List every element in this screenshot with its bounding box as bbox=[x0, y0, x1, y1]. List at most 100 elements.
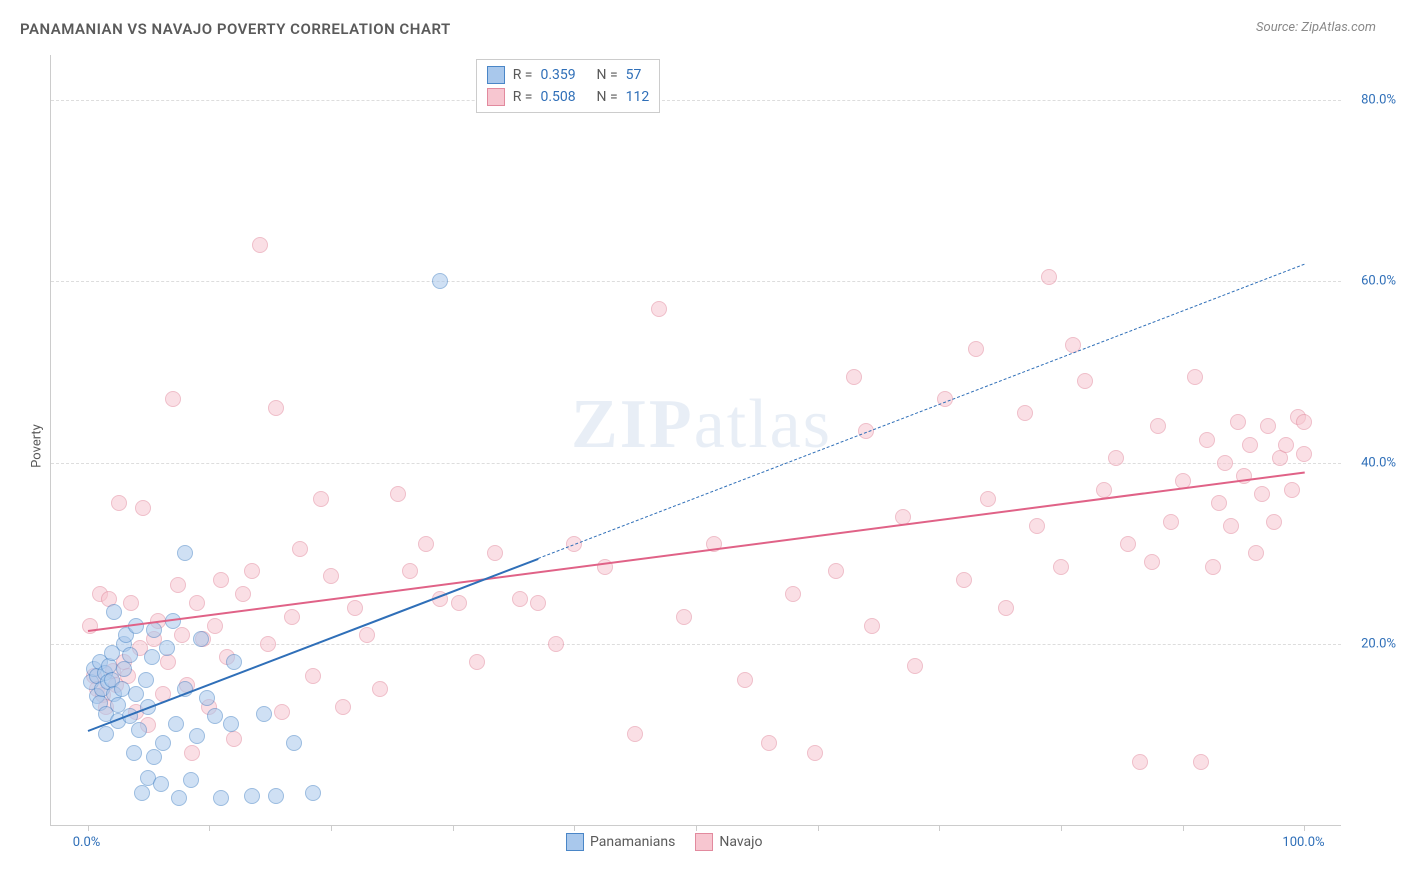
navajo-point bbox=[372, 681, 388, 697]
panamanian-point bbox=[226, 654, 242, 670]
x-tick bbox=[209, 825, 210, 831]
gridline bbox=[51, 100, 1341, 101]
y-tick-label: 80.0% bbox=[1346, 93, 1396, 108]
plot-area: ZIPatlas 20.0%40.0%60.0%80.0% bbox=[50, 55, 1341, 826]
panamanian-point bbox=[168, 716, 184, 732]
navajo-trend bbox=[87, 472, 1304, 633]
navajo-point bbox=[1205, 559, 1221, 575]
navajo-point bbox=[1254, 486, 1270, 502]
navajo-point bbox=[305, 668, 321, 684]
navajo-point bbox=[512, 591, 528, 607]
legend-n-value: 57 bbox=[626, 64, 642, 86]
navajo-point bbox=[487, 545, 503, 561]
navajo-point bbox=[1029, 518, 1045, 534]
navajo-point bbox=[1053, 559, 1069, 575]
navajo-point bbox=[998, 600, 1014, 616]
legend-series-label: Panamanians bbox=[590, 834, 675, 850]
legend-r-value: 0.508 bbox=[540, 86, 588, 108]
y-tick-label: 20.0% bbox=[1346, 636, 1396, 651]
navajo-point bbox=[1296, 446, 1312, 462]
navajo-point bbox=[1211, 495, 1227, 511]
navajo-point bbox=[252, 237, 268, 253]
y-axis-label: Poverty bbox=[29, 424, 44, 468]
navajo-point bbox=[1077, 373, 1093, 389]
panamanian-point bbox=[183, 772, 199, 788]
navajo-point bbox=[864, 618, 880, 634]
watermark: ZIPatlas bbox=[571, 385, 832, 465]
navajo-point bbox=[907, 658, 923, 674]
x-tick bbox=[696, 825, 697, 831]
navajo-point bbox=[335, 699, 351, 715]
navajo-point bbox=[402, 563, 418, 579]
navajo-point bbox=[111, 495, 127, 511]
panamanian-point bbox=[126, 745, 142, 761]
x-tick-label: 100.0% bbox=[1282, 835, 1324, 850]
navajo-point bbox=[1163, 514, 1179, 530]
navajo-point bbox=[1144, 554, 1160, 570]
panamanian-point bbox=[146, 622, 162, 638]
navajo-point bbox=[189, 595, 205, 611]
navajo-point bbox=[1041, 269, 1057, 285]
legend-stats: R =0.359N =57R =0.508N =112 bbox=[476, 59, 661, 113]
y-tick-label: 60.0% bbox=[1346, 274, 1396, 289]
navajo-point bbox=[268, 400, 284, 416]
navajo-point bbox=[123, 595, 139, 611]
navajo-point bbox=[1132, 754, 1148, 770]
navajo-point bbox=[676, 609, 692, 625]
navajo-point bbox=[226, 731, 242, 747]
navajo-point bbox=[1096, 482, 1112, 498]
panamanian-point bbox=[171, 790, 187, 806]
navajo-point bbox=[737, 672, 753, 688]
legend-n-label: N = bbox=[596, 64, 617, 86]
navajo-point bbox=[174, 627, 190, 643]
source-label: Source: ZipAtlas.com bbox=[1256, 20, 1376, 35]
x-tick bbox=[1183, 825, 1184, 831]
panamanian-point bbox=[153, 776, 169, 792]
navajo-point bbox=[956, 572, 972, 588]
panamanian-point bbox=[213, 790, 229, 806]
x-tick bbox=[331, 825, 332, 831]
navajo-point bbox=[761, 735, 777, 751]
navajo-point bbox=[627, 726, 643, 742]
panamanian-point bbox=[305, 785, 321, 801]
navajo-point bbox=[1120, 536, 1136, 552]
navajo-point bbox=[1284, 482, 1300, 498]
navajo-point bbox=[313, 491, 329, 507]
navajo-point bbox=[1296, 414, 1312, 430]
legend-stats-row: R =0.508N =112 bbox=[487, 86, 650, 108]
legend-stats-row: R =0.359N =57 bbox=[487, 64, 650, 86]
navajo-point bbox=[1223, 518, 1239, 534]
legend-series-item: Panamanians bbox=[566, 833, 675, 851]
legend-n-label: N = bbox=[596, 86, 617, 108]
navajo-point bbox=[1230, 414, 1246, 430]
panamanian-point bbox=[106, 604, 122, 620]
legend-swatch bbox=[695, 833, 713, 851]
navajo-point bbox=[1017, 405, 1033, 421]
x-tick bbox=[453, 825, 454, 831]
navajo-point bbox=[1278, 437, 1294, 453]
gridline bbox=[51, 463, 1341, 464]
x-tick bbox=[939, 825, 940, 831]
navajo-point bbox=[1217, 455, 1233, 471]
navajo-point bbox=[284, 609, 300, 625]
panamanian-point bbox=[114, 681, 130, 697]
navajo-point bbox=[1248, 545, 1264, 561]
navajo-point bbox=[418, 536, 434, 552]
panamanian-point bbox=[177, 545, 193, 561]
navajo-point bbox=[1260, 418, 1276, 434]
navajo-point bbox=[1150, 418, 1166, 434]
panamanian-point bbox=[286, 735, 302, 751]
navajo-point bbox=[1187, 369, 1203, 385]
panamanian-point bbox=[432, 273, 448, 289]
panamanian-point bbox=[223, 716, 239, 732]
panamanian-point bbox=[144, 649, 160, 665]
panamanian-point bbox=[189, 728, 205, 744]
navajo-point bbox=[390, 486, 406, 502]
navajo-point bbox=[1193, 754, 1209, 770]
legend-series-label: Navajo bbox=[719, 834, 762, 850]
navajo-point bbox=[1266, 514, 1282, 530]
navajo-point bbox=[980, 491, 996, 507]
navajo-point bbox=[359, 627, 375, 643]
panamanian-point bbox=[199, 690, 215, 706]
panamanian-point bbox=[207, 708, 223, 724]
